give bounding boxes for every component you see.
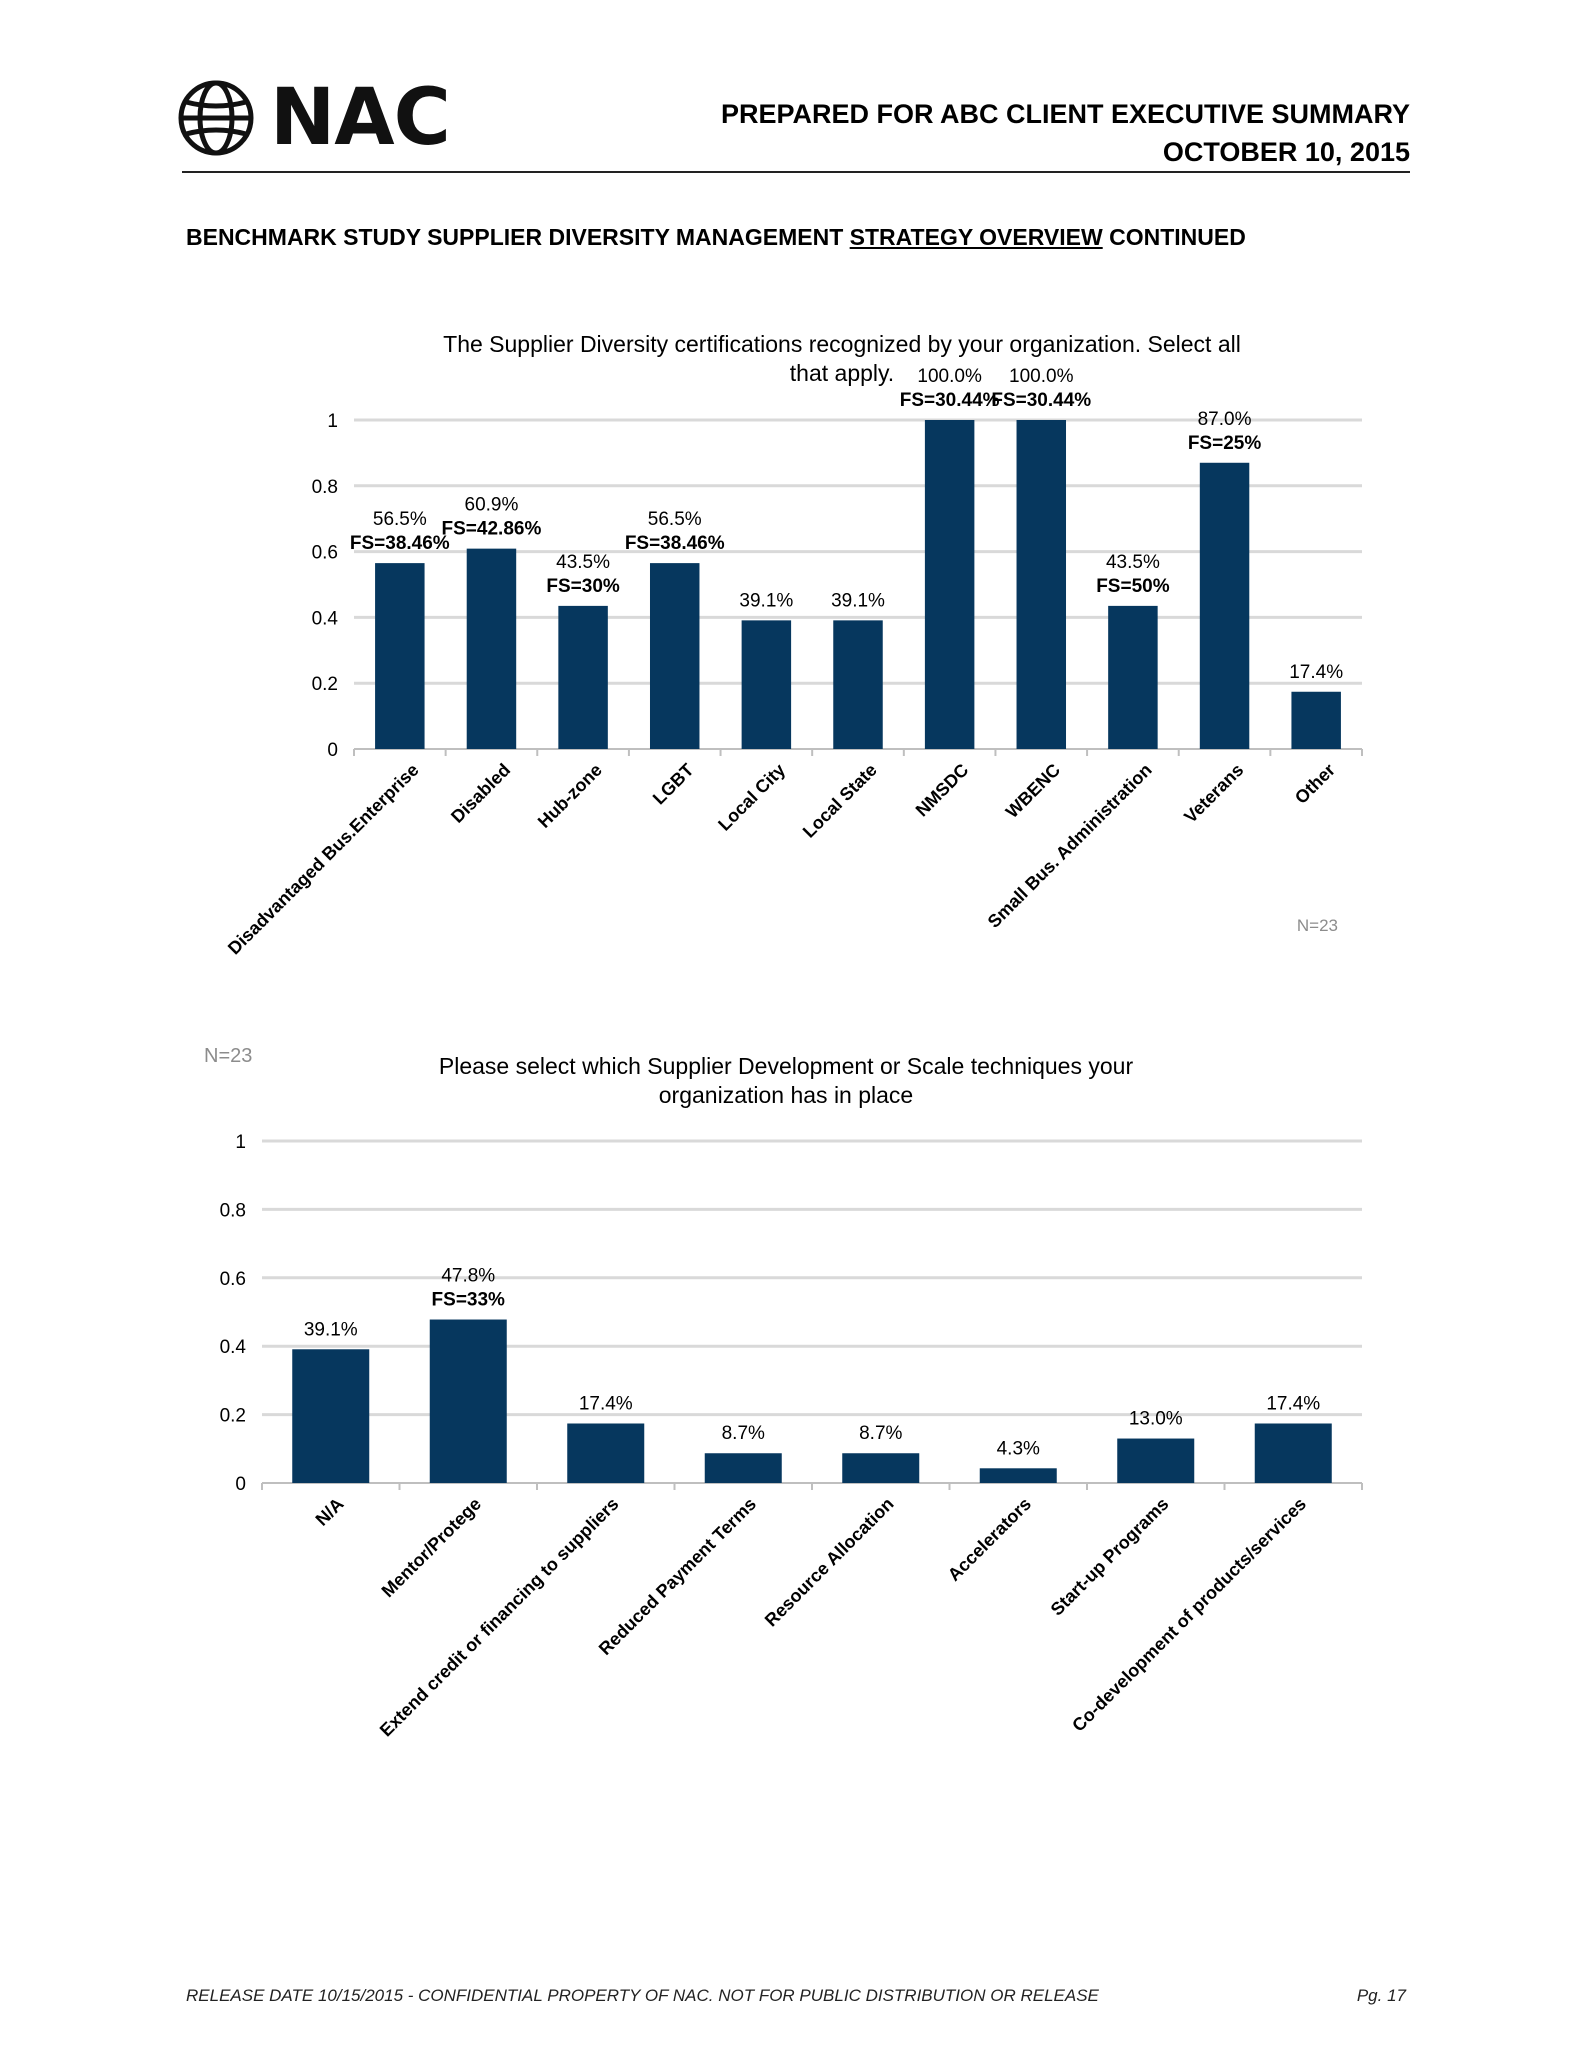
category-label: Reduced Payment Terms (595, 1494, 760, 1659)
header-divider (182, 171, 1410, 173)
fs-label: FS=25% (1188, 433, 1262, 454)
category-label: Mentor/Protege (378, 1494, 485, 1601)
bar (979, 1468, 1057, 1483)
data-label: 4.3% (997, 1438, 1040, 1459)
data-label: 47.8% (441, 1266, 495, 1287)
data-label: 60.9% (465, 495, 519, 516)
footer-disclaimer: RELEASE DATE 10/15/2015 - CONFIDENTIAL P… (186, 1986, 1099, 2005)
bar (558, 605, 608, 749)
y-tick-label: 0.6 (312, 543, 338, 564)
bar (567, 1423, 645, 1483)
nac-logo: NAC (176, 78, 466, 158)
bar (1108, 605, 1158, 749)
data-label: 13.0% (1129, 1409, 1183, 1430)
y-tick-label: 0.4 (312, 608, 339, 629)
report-date: OCTOBER 10, 2015 (1162, 137, 1410, 167)
data-label: 100.0% (1009, 366, 1074, 387)
bar (649, 563, 700, 749)
chart-title-line: Please select which Supplier Development… (439, 1053, 1134, 1079)
bar (1016, 420, 1067, 749)
fs-label: FS=50% (1096, 576, 1170, 597)
fs-label: FS=33% (432, 1290, 506, 1311)
bar (292, 1349, 370, 1483)
bar (375, 563, 425, 749)
y-tick-label: 1 (235, 1132, 246, 1153)
data-label: 39.1% (739, 590, 793, 611)
data-label: 39.1% (304, 1319, 358, 1340)
development-techniques-chart: Please select which Supplier Development… (204, 1045, 1363, 1741)
data-label: 17.4% (1289, 662, 1343, 683)
section-title-underlined: STRATEGY OVERVIEW (849, 224, 1103, 250)
chart-title-line: that apply. (790, 360, 894, 386)
section-title: BENCHMARK STUDY SUPPLIER DIVERSITY MANAG… (186, 224, 1246, 251)
y-tick-label: 0.6 (220, 1269, 246, 1290)
category-label: N/A (312, 1494, 348, 1530)
bar (842, 1453, 920, 1483)
bar (833, 620, 883, 749)
data-label: 56.5% (373, 509, 427, 530)
y-tick-label: 0.8 (220, 1200, 246, 1221)
bar (1254, 1423, 1332, 1483)
logo-text: NAC (270, 73, 451, 163)
data-label: 43.5% (556, 552, 610, 573)
data-label: 100.0% (917, 366, 982, 387)
bar (704, 1453, 782, 1483)
y-tick-label: 1 (327, 411, 338, 432)
y-tick-label: 0.4 (220, 1337, 247, 1358)
fs-label: FS=42.86% (442, 519, 542, 540)
y-tick-label: 0.2 (312, 674, 338, 695)
data-label: 17.4% (579, 1393, 633, 1414)
bar (741, 620, 792, 749)
report-header: PREPARED FOR ABC CLIENT EXECUTIVE SUMMAR… (721, 95, 1410, 171)
y-tick-label: 0 (235, 1474, 246, 1495)
certifications-chart: The Supplier Diversity certifications re… (224, 331, 1363, 958)
bar (466, 548, 517, 749)
category-label: Extend credit or financing to suppliers (376, 1494, 623, 1741)
category-label: Accelerators (944, 1494, 1035, 1585)
bar (1117, 1438, 1195, 1483)
category-label: Start-up Programs (1047, 1494, 1173, 1620)
fs-label: FS=38.46% (625, 533, 725, 554)
report-title: PREPARED FOR ABC CLIENT EXECUTIVE SUMMAR… (720, 99, 1410, 129)
data-label: 87.0% (1198, 409, 1252, 430)
y-tick-label: 0.2 (220, 1406, 246, 1427)
category-label: Resource Allocation (761, 1494, 898, 1631)
bar (1199, 462, 1250, 749)
y-tick-label: 0.8 (312, 477, 338, 498)
data-label: 39.1% (831, 590, 885, 611)
sample-size-note: N=23 (1297, 916, 1338, 935)
fs-label: FS=30.44% (900, 390, 1000, 411)
chart-title-line: organization has in place (659, 1082, 913, 1108)
bar (1291, 691, 1341, 749)
data-label: 8.7% (722, 1423, 765, 1444)
bar (429, 1319, 507, 1483)
chart-title-line: The Supplier Diversity certifications re… (443, 331, 1241, 357)
data-label: 17.4% (1266, 1393, 1320, 1414)
fs-label: FS=30.44% (991, 390, 1091, 411)
fs-label: FS=30% (546, 576, 620, 597)
category-label: Co-development of products/services (1068, 1494, 1310, 1736)
data-label: 56.5% (648, 509, 702, 530)
y-tick-label: 0 (327, 740, 338, 761)
data-label: 43.5% (1106, 552, 1160, 573)
bar (924, 420, 975, 749)
data-label: 8.7% (859, 1423, 902, 1444)
section-title-part: BENCHMARK STUDY SUPPLIER DIVERSITY MANAG… (186, 224, 850, 250)
fs-label: FS=38.46% (350, 533, 450, 554)
globe-icon (178, 80, 254, 156)
section-title-part: CONTINUED (1102, 224, 1246, 250)
page-number: Pg. 17 (1356, 1986, 1406, 2005)
sample-size-note: N=23 (204, 1045, 252, 1067)
